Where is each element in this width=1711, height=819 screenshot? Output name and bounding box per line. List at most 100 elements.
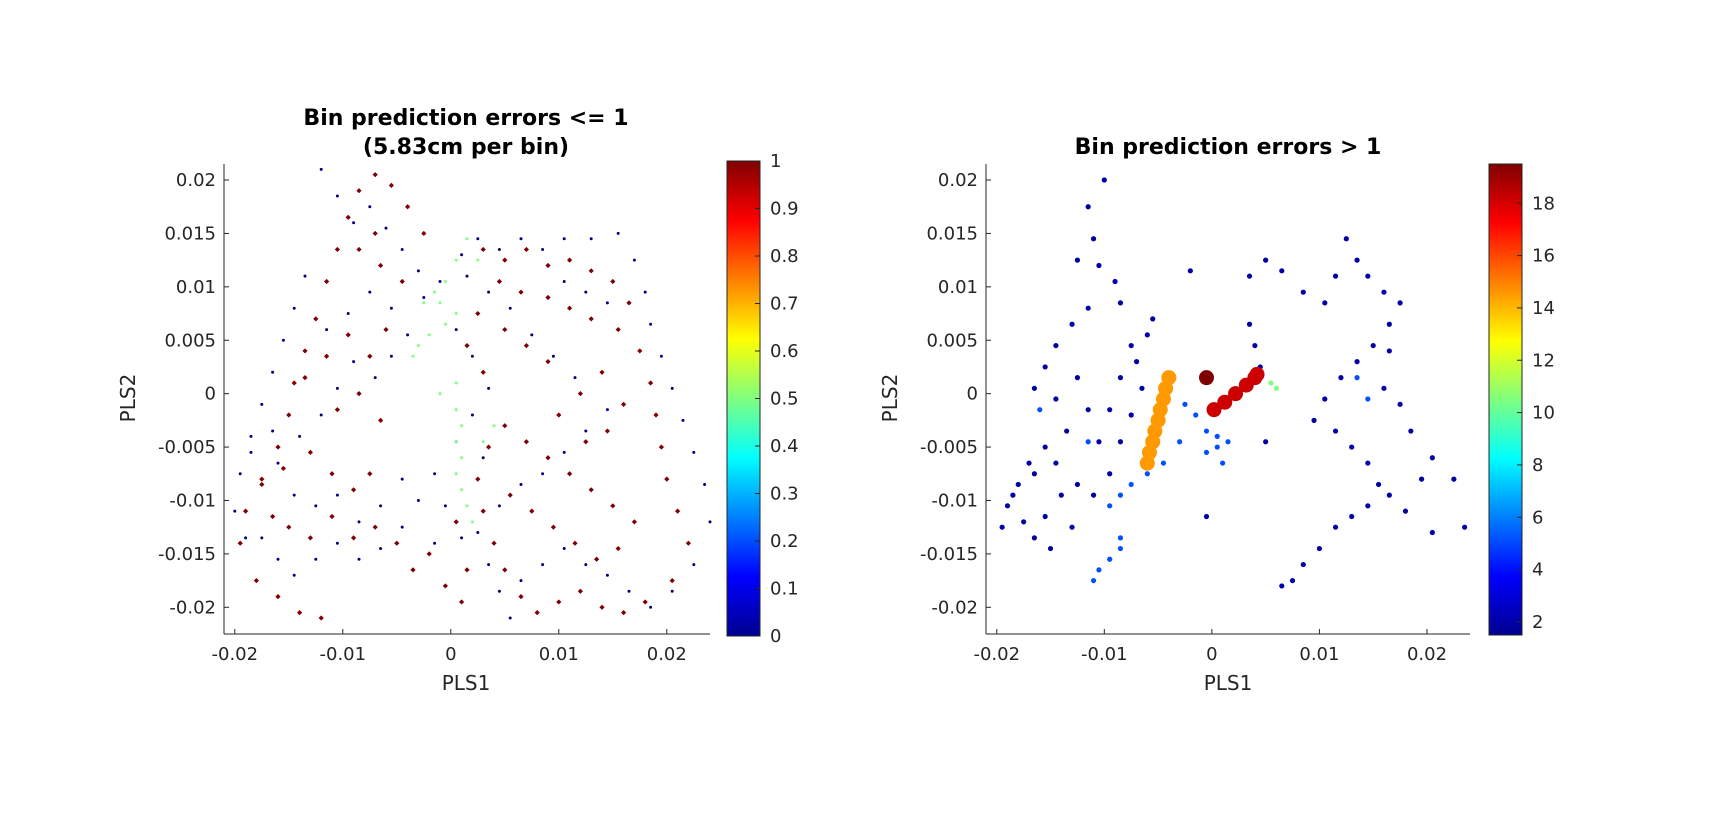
left-data-point: [433, 541, 437, 545]
right-data-point: [1117, 535, 1124, 541]
left-data-point: [475, 476, 481, 482]
left-data-point: [685, 540, 691, 546]
left-y-tick-label: 0.015: [164, 223, 216, 244]
right-data-point: [1182, 401, 1188, 407]
right-data-point: [1354, 359, 1360, 365]
right-data-point: [1332, 428, 1339, 434]
right-x-tick-label: -0.02: [973, 644, 1020, 665]
right-colorbar-tick-label: 10: [1532, 403, 1555, 424]
right-data-point: [1069, 524, 1075, 530]
left-data-point: [480, 246, 486, 253]
left-data-point: [291, 380, 297, 386]
left-data-point: [692, 450, 696, 454]
left-data-point: [470, 354, 474, 358]
left-y-tick-label: 0.02: [176, 170, 216, 191]
left-x-tick-label: -0.02: [212, 644, 259, 665]
right-data-point: [1203, 449, 1210, 456]
left-data-point: [584, 563, 588, 567]
left-data-point: [352, 221, 356, 225]
right-y-axis-label: PLS2: [878, 374, 902, 423]
right-data-point: [1268, 380, 1274, 386]
left-data-point: [352, 360, 356, 364]
left-colorbar-tick-label: 0: [770, 626, 781, 647]
right-data-point: [1096, 262, 1102, 269]
right-data-point: [1289, 577, 1296, 584]
right-data-point: [1031, 385, 1037, 391]
right-data-point: [1228, 386, 1244, 402]
left-data-point: [703, 482, 707, 486]
left-data-point: [406, 333, 410, 337]
right-data-point: [1096, 439, 1102, 445]
left-data-point: [545, 262, 551, 269]
left-data-point: [615, 326, 621, 333]
left-data-point: [649, 605, 653, 609]
left-y-axis-label: PLS2: [116, 374, 140, 423]
left-data-point: [460, 488, 464, 492]
left-colorbar-gradient: [726, 160, 761, 637]
right-colorbar-tick-label: 14: [1532, 298, 1555, 319]
right-data-point: [1064, 428, 1070, 434]
left-data-point: [233, 509, 237, 513]
left-data-point: [534, 610, 540, 616]
right-y-tick-label: 0.02: [938, 170, 978, 191]
left-data-point: [302, 348, 308, 354]
left-colorbar-tick-label: 0.7: [770, 294, 799, 315]
right-panel: Bin prediction errors > 1 -0.02 -0.01 0 0.0…: [878, 135, 1555, 695]
left-data-point: [588, 487, 594, 493]
left-data-point: [508, 616, 512, 620]
left-data-point: [610, 278, 616, 285]
left-data-point: [681, 418, 685, 422]
right-data-point: [1220, 460, 1226, 466]
left-data-point: [292, 306, 296, 310]
left-x-tick-label: -0.01: [320, 644, 367, 665]
left-data-point: [259, 481, 265, 488]
right-data-point: [1074, 257, 1081, 263]
left-data-point: [508, 306, 512, 310]
left-data-point: [588, 268, 594, 274]
right-y-tick-label: -0.02: [931, 597, 978, 618]
right-data-point: [1085, 439, 1091, 445]
right-data-point: [1332, 273, 1339, 279]
left-data-point: [433, 472, 437, 476]
right-data-point: [1249, 366, 1265, 382]
left-colorbar-tick-label: 0.5: [770, 389, 799, 410]
left-data-point: [356, 391, 362, 397]
left-data-point: [476, 531, 480, 535]
left-data-point: [400, 477, 404, 481]
right-data-point: [1161, 370, 1177, 386]
left-data-point: [519, 482, 523, 486]
left-data-point: [556, 599, 562, 605]
left-data-point: [708, 520, 712, 524]
left-data-point: [454, 381, 458, 385]
right-data-point: [1090, 236, 1097, 242]
left-data-point: [367, 353, 373, 359]
right-data-point: [1090, 577, 1097, 584]
left-data-point: [550, 524, 556, 530]
left-data-point: [276, 461, 280, 465]
right-data-point: [1370, 342, 1376, 349]
left-colorbar-tick-label: 1: [770, 151, 781, 172]
right-data-point: [1354, 375, 1360, 381]
right-data-point: [1004, 503, 1011, 509]
left-data-point: [659, 354, 663, 358]
left-data-point: [670, 589, 674, 593]
left-data-point: [486, 444, 492, 450]
left-data-point: [464, 567, 470, 573]
left-data-point: [460, 424, 464, 428]
left-data-point: [335, 386, 339, 390]
right-y-tick-label: -0.01: [931, 490, 978, 511]
left-data-point: [562, 237, 566, 241]
right-data-point: [1096, 567, 1102, 573]
left-data-point: [400, 247, 404, 251]
left-data-point: [405, 204, 411, 210]
right-data-point: [1010, 492, 1016, 498]
left-y-tick-label: -0.01: [169, 490, 216, 511]
left-data-point: [378, 417, 384, 423]
left-data-point: [416, 498, 420, 502]
right-data-point: [1074, 375, 1081, 381]
right-data-point: [1397, 401, 1403, 407]
right-colorbar-tick-label: 8: [1532, 455, 1543, 476]
left-data-point: [464, 342, 470, 349]
right-data-point: [1273, 385, 1279, 391]
